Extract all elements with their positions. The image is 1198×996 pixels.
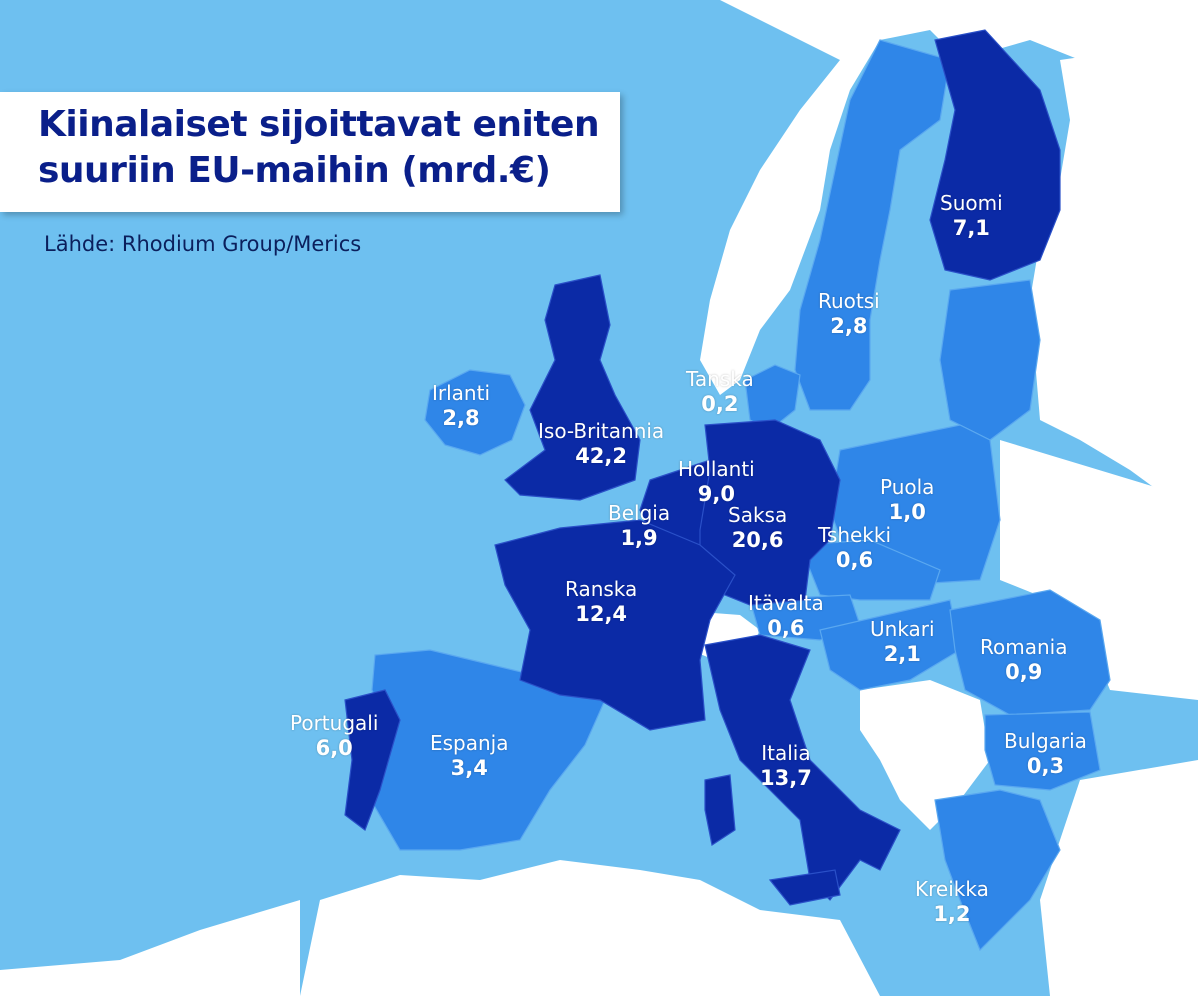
- eu-tier-high: [344, 29, 1061, 906]
- title-line-1: Kiinalaiset sijoittavat eniten: [38, 104, 600, 145]
- north-africa-land-west: [0, 900, 300, 996]
- country-value: 2,8: [830, 313, 868, 338]
- country-value: 6,0: [315, 735, 353, 760]
- country-label-unkari: Unkari 2,1: [870, 617, 935, 666]
- sardinia-shape: [704, 774, 736, 846]
- ireland-shape: [424, 369, 526, 456]
- bulgaria-shape: [984, 711, 1101, 791]
- country-name: Tanska: [686, 367, 754, 391]
- sweden-shape: [794, 39, 951, 411]
- country-value: 1,9: [620, 525, 658, 550]
- country-value: 2,8: [442, 405, 480, 430]
- uk-shape: [504, 274, 641, 501]
- country-label-ranska: Ranska 12,4: [565, 577, 638, 626]
- hungary-croatia-shape: [819, 599, 961, 691]
- norway-land: [700, 0, 1198, 395]
- country-name: Belgia: [608, 501, 671, 525]
- country-value: 0,3: [1026, 753, 1065, 778]
- country-name: Hollanti: [678, 457, 755, 481]
- baltics-shape: [939, 279, 1041, 441]
- country-label-suomi: Suomi 7,1: [940, 191, 1003, 240]
- country-name: Portugali: [290, 711, 379, 735]
- germany-shape: [699, 419, 841, 606]
- country-value: 42,2: [575, 443, 628, 468]
- country-label-irlanti: Irlanti 2,8: [432, 381, 491, 430]
- country-label-hollanti: Hollanti 9,0: [678, 457, 755, 506]
- country-value: 0,2: [701, 391, 739, 416]
- country-name: Italia: [761, 741, 811, 765]
- country-label-itavalta: Itävalta 0,6: [748, 591, 824, 640]
- country-name: Tshekki: [818, 523, 892, 547]
- romania-shape: [949, 589, 1111, 716]
- country-value: 1,2: [933, 901, 971, 926]
- country-value: 1,0: [888, 499, 926, 524]
- denmark-shape: [744, 364, 801, 431]
- balkans-land: [860, 680, 990, 830]
- country-name: Unkari: [870, 617, 935, 641]
- country-label-puola: Puola 1,0: [880, 475, 935, 524]
- country-label-belgia: Belgia 1,9: [608, 501, 671, 550]
- portugal-shape: [344, 689, 401, 831]
- eu-tier-low: [364, 39, 1111, 952]
- country-label-bulgaria: Bulgaria 0,3: [1004, 729, 1087, 778]
- country-label-kreikka: Kreikka 1,2: [915, 877, 989, 926]
- title-line-2: suuriin EU-maihin (mrd.€): [38, 150, 551, 191]
- greece-shape: [934, 789, 1061, 952]
- country-value: 0,9: [1005, 659, 1043, 684]
- country-value: 3,4: [450, 755, 488, 780]
- country-value: 7,1: [952, 215, 990, 240]
- country-value: 0,6: [835, 547, 874, 572]
- north-africa-land: [300, 860, 880, 996]
- source-note: Lähde: Rhodium Group/Merics: [44, 232, 362, 256]
- country-value: 0,6: [767, 615, 805, 640]
- country-name: Itävalta: [748, 591, 824, 615]
- italy-shape: [704, 634, 901, 901]
- country-name: Saksa: [728, 503, 788, 527]
- title-box: Kiinalaiset sijoittavat eniten suuriin E…: [0, 92, 620, 212]
- country-name: Romania: [980, 635, 1068, 659]
- france-shape: [494, 519, 736, 731]
- country-name: Puola: [880, 475, 935, 499]
- country-label-tanska: Tanska 0,2: [686, 367, 754, 416]
- russia-east-land: [1030, 40, 1198, 520]
- country-label-tshekki: Tshekki 0,6: [818, 523, 892, 572]
- country-value: 9,0: [697, 481, 735, 506]
- country-label-ruotsi: Ruotsi 2,8: [818, 289, 880, 338]
- country-value: 20,6: [731, 527, 784, 552]
- country-value: 2,1: [883, 641, 921, 666]
- turkey-land: [1040, 760, 1198, 996]
- country-label-iso-britannia: Iso-Britannia 42,2: [538, 419, 665, 468]
- country-name: Ranska: [565, 577, 638, 601]
- country-name: Bulgaria: [1004, 729, 1087, 753]
- country-name: Irlanti: [432, 381, 491, 405]
- country-label-espanja: Espanja 3,4: [430, 731, 509, 780]
- country-name: Ruotsi: [818, 289, 880, 313]
- country-value: 13,7: [760, 765, 812, 790]
- country-label-italia: Italia 13,7: [760, 741, 812, 790]
- country-label-romania: Romania 0,9: [980, 635, 1068, 684]
- sicily-shape: [768, 869, 841, 906]
- country-label-saksa: Saksa 20,6: [728, 503, 788, 552]
- country-name: Suomi: [940, 191, 1003, 215]
- finland-shape: [929, 29, 1061, 281]
- country-name: Espanja: [430, 731, 509, 755]
- country-name: Iso-Britannia: [538, 419, 665, 443]
- country-name: Kreikka: [915, 877, 989, 901]
- country-value: 12,4: [575, 601, 628, 626]
- czech-slovakia-shape: [799, 539, 941, 601]
- ukraine-land: [1000, 440, 1198, 700]
- country-label-portugali: Portugali 6,0: [290, 711, 379, 760]
